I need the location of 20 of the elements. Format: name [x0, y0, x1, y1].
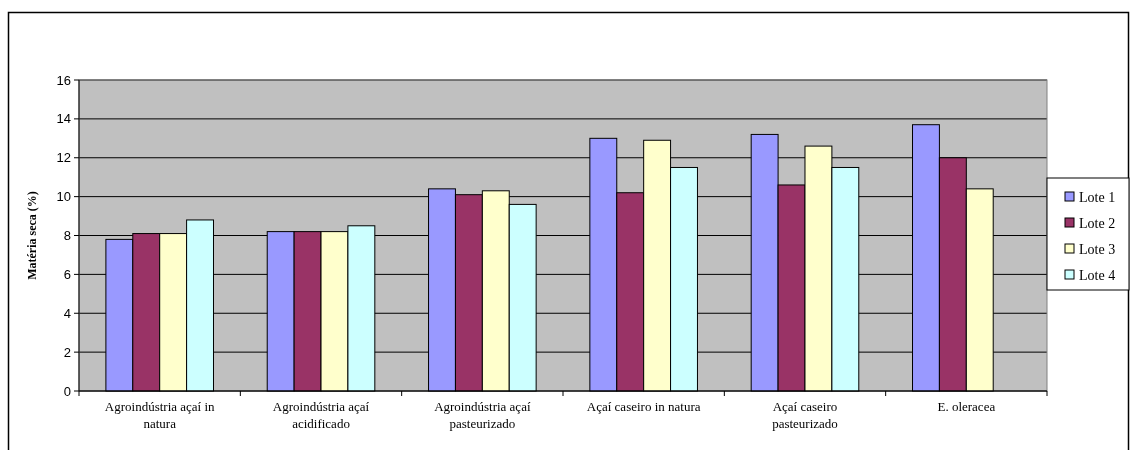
x-tick-label: Açaí caseiro in natura [586, 399, 701, 414]
y-tick-label: 14 [56, 111, 71, 127]
legend-label: Lote 3 [1079, 241, 1116, 257]
x-tick-label: Agroindústria açaí pasteurizado [434, 399, 531, 431]
y-tick-label: 2 [63, 344, 71, 360]
y-tick-label: 0 [63, 383, 71, 399]
x-tick-label: Agroindústria açaí acidificado [272, 399, 370, 431]
y-tick-label: 16 [56, 72, 71, 88]
y-axis-title: Matéria seca (%) [25, 191, 39, 280]
y-tick-label: 6 [63, 266, 71, 282]
y-tick-label: 4 [63, 305, 71, 321]
y-tick-label: 10 [56, 189, 71, 205]
x-tick-label: Agroindústria açaí in natura [104, 399, 216, 431]
y-tick-label: 8 [63, 228, 71, 244]
y-tick-label: 12 [56, 150, 71, 166]
legend-label: Lote 2 [1079, 215, 1116, 231]
legend-label: Lote 1 [1079, 189, 1116, 205]
legend-label: Lote 4 [1079, 267, 1116, 283]
x-tick-label: Açaí caseiro pasteurizado [772, 399, 838, 431]
x-tick-label: E. oleracea [937, 399, 996, 414]
